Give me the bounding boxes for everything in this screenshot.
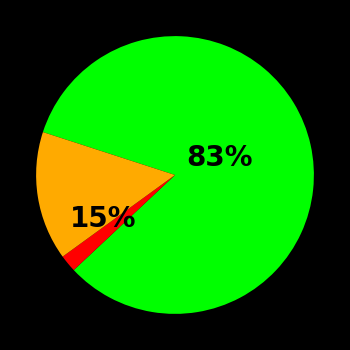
Text: 15%: 15% [70,205,136,233]
Text: 83%: 83% [186,144,253,172]
Wedge shape [43,36,314,314]
Wedge shape [36,132,175,257]
Wedge shape [63,175,175,270]
